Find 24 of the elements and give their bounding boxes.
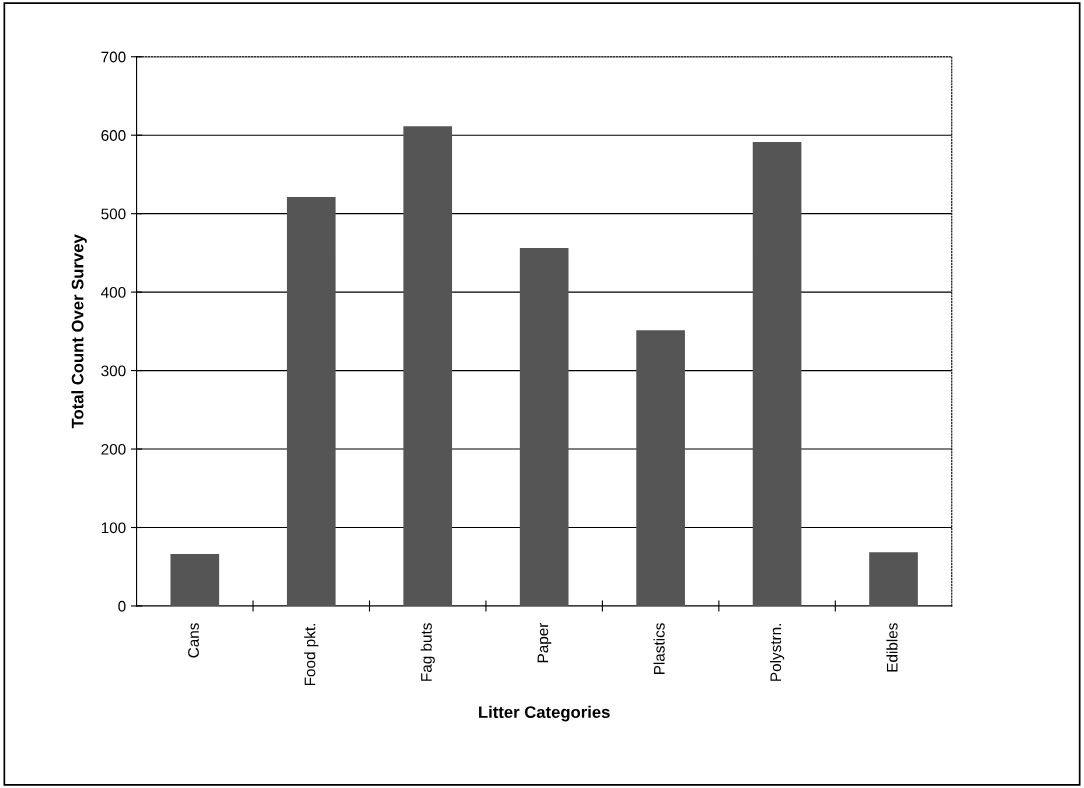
x-axis-title: Litter Categories <box>479 705 610 722</box>
bar <box>869 552 918 606</box>
x-tick-label: Polystrn. <box>769 624 785 681</box>
y-axis-title: Total Count Over Survey <box>71 234 87 429</box>
x-tick-label: Cans <box>188 623 199 658</box>
bar <box>636 330 685 606</box>
bar <box>752 142 802 606</box>
bar <box>519 247 569 606</box>
y-tick-label: 500 <box>101 208 126 220</box>
x-tick-label: Food pkt. <box>304 624 319 686</box>
bar <box>170 553 220 606</box>
y-tick-label: 100 <box>101 522 126 534</box>
y-tick-label: 0 <box>118 600 126 612</box>
x-tick-label: Plastics <box>653 623 665 675</box>
y-tick-label: 300 <box>101 365 126 377</box>
y-tick-label: 200 <box>101 443 126 455</box>
x-tick-label: Edibles <box>886 623 898 672</box>
x-tick-label: Fag buts <box>420 623 435 681</box>
bar <box>403 126 453 606</box>
bar <box>286 196 336 606</box>
x-tick-label: Paper <box>537 622 552 663</box>
y-tick-label: 600 <box>101 130 126 141</box>
y-tick-label: 700 <box>101 51 126 63</box>
y-tick-label: 400 <box>101 286 126 298</box>
